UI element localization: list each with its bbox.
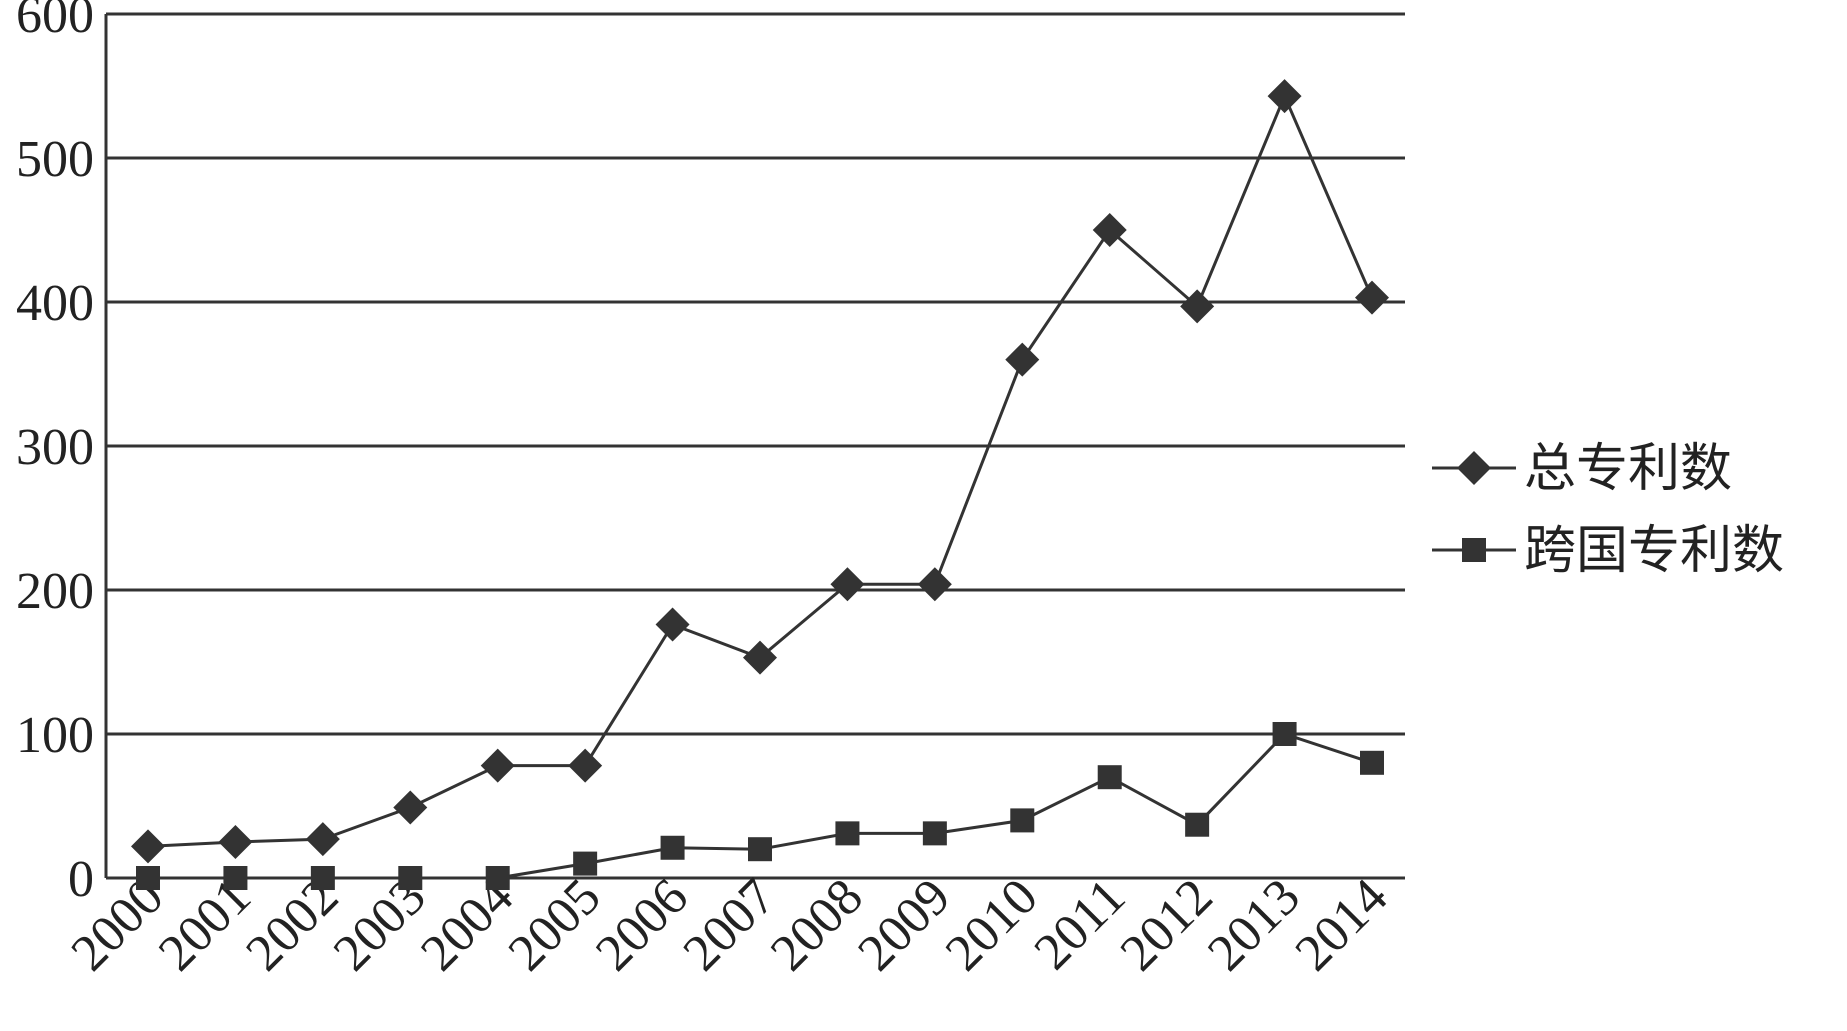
marker <box>1355 280 1389 315</box>
marker <box>922 821 947 846</box>
marker <box>743 640 777 675</box>
marker <box>305 822 340 857</box>
legend-label: 总专利数 <box>1524 439 1732 499</box>
y-tick-label: 300 <box>16 419 94 476</box>
marker <box>748 837 772 862</box>
x-tick-label: 2010 <box>935 868 1049 982</box>
marker <box>660 835 685 860</box>
marker <box>1092 213 1127 247</box>
marker <box>393 790 428 825</box>
legend-marker <box>1457 451 1491 485</box>
marker <box>655 607 690 642</box>
marker <box>310 866 335 890</box>
x-tick-label: 2006 <box>585 868 699 982</box>
marker <box>568 748 603 783</box>
marker <box>573 851 598 876</box>
marker <box>485 866 510 890</box>
y-tick-label: 0 <box>68 851 94 908</box>
marker <box>1180 289 1215 324</box>
marker <box>1005 342 1040 377</box>
x-tick-label: 2005 <box>498 868 612 982</box>
x-tick-label: 2009 <box>847 868 961 982</box>
x-tick-label: 2014 <box>1285 868 1399 982</box>
legend-label: 跨国专利数 <box>1524 521 1784 581</box>
marker <box>1272 722 1297 746</box>
x-tick-label: 2007 <box>673 868 787 982</box>
y-tick-label: 100 <box>16 707 94 764</box>
y-tick-label: 400 <box>16 275 94 332</box>
x-tick-label: 2008 <box>760 868 874 982</box>
marker <box>1185 812 1210 837</box>
y-tick-label: 600 <box>16 0 94 44</box>
marker <box>1097 765 1122 790</box>
marker <box>136 866 160 890</box>
x-tick-label: 2012 <box>1110 868 1224 982</box>
marker <box>830 567 865 602</box>
marker <box>1267 79 1302 114</box>
x-tick-label: 2011 <box>1024 868 1136 980</box>
marker <box>835 821 860 846</box>
y-tick-label: 500 <box>16 131 94 188</box>
marker <box>1360 750 1384 775</box>
marker <box>131 829 165 864</box>
x-tick-label: 2013 <box>1197 868 1311 982</box>
legend-marker <box>1462 538 1486 562</box>
marker <box>917 567 952 602</box>
marker <box>218 825 253 859</box>
marker <box>223 866 248 890</box>
marker <box>398 866 423 890</box>
marker <box>1010 808 1035 833</box>
marker <box>480 748 515 783</box>
y-tick-label: 200 <box>16 563 94 620</box>
